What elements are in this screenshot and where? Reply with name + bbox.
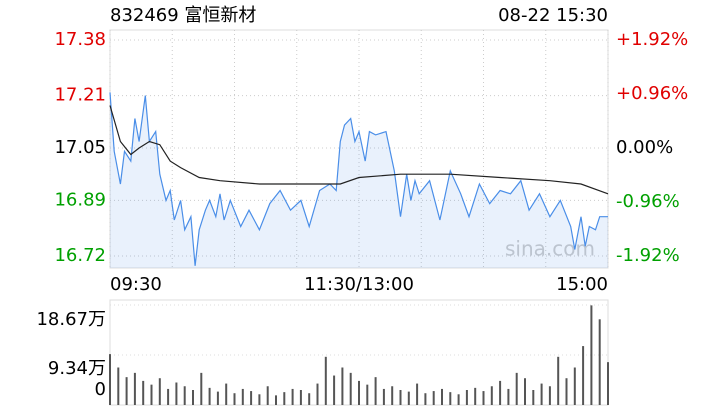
y-tick-label: 16.72: [54, 245, 106, 266]
volume-bar: [241, 388, 244, 405]
volume-bar: [366, 384, 369, 405]
volume-bar: [158, 378, 161, 405]
y-tick-label: 16.89: [54, 189, 106, 210]
volume-bar: [598, 319, 601, 405]
x-tick-label: 11:30/13:00: [304, 274, 414, 295]
volume-bar: [565, 378, 568, 405]
average-line: [109, 105, 609, 195]
volume-bar: [192, 390, 194, 405]
volume-bar: [142, 380, 145, 405]
volume-bar: [316, 383, 319, 405]
volume-bar: [216, 391, 219, 405]
volume-bar: [474, 387, 477, 405]
volume-bar: [407, 391, 410, 405]
volume-bar: [465, 390, 468, 405]
price-area: [110, 92, 608, 269]
price-line: [109, 92, 608, 266]
volume-bar: [490, 386, 493, 405]
y-tick-label: 18.67万: [36, 309, 106, 330]
x-tick-label: 09:30: [110, 274, 162, 295]
volume-bar: [590, 305, 593, 405]
volume-bar: [341, 367, 344, 405]
volume-bar: [266, 386, 269, 405]
volume-bar: [532, 390, 535, 405]
volume-bar: [548, 386, 551, 405]
y2-tick-label: -1.92%: [616, 245, 680, 266]
volume-bar: [208, 387, 211, 405]
volume-bar: [225, 383, 228, 405]
volume-bar: [432, 391, 435, 405]
volume-bar: [125, 377, 128, 405]
y2-tick-label: 0.00%: [616, 137, 673, 158]
volume-bar: [324, 356, 327, 405]
volume-bar: [299, 390, 302, 405]
volume-bar: [150, 384, 153, 405]
volume-bar: [499, 380, 502, 405]
volume-bar: [233, 393, 236, 405]
volume-bar: [524, 378, 526, 405]
volume-bar: [573, 367, 576, 405]
y2-tick-label: +1.92%: [616, 29, 688, 50]
volume-bar: [358, 380, 360, 405]
volume-bar: [133, 372, 136, 405]
y2-tick-label: +0.96%: [616, 83, 688, 104]
volume-bar: [424, 393, 427, 405]
volume-bar: [349, 372, 352, 405]
volume-bar: [399, 390, 402, 405]
volume-bar: [333, 375, 336, 405]
volume-bar: [283, 392, 286, 405]
y-tick-label: 0: [95, 379, 106, 400]
volume-bar: [275, 395, 277, 405]
chart-title: 832469 富恒新材: [110, 5, 256, 26]
volume-bar: [109, 354, 111, 405]
x-tick-label: 15:00: [556, 274, 608, 295]
volume-bar: [117, 367, 120, 405]
volume-bar: [416, 383, 419, 405]
volume-bar: [258, 394, 261, 405]
volume-bar: [607, 362, 609, 405]
y2-tick-label: -0.96%: [616, 191, 680, 212]
volume-bar: [308, 393, 311, 405]
volume-bar: [482, 391, 485, 405]
volume-bar: [582, 346, 585, 405]
volume-bar: [391, 386, 394, 405]
volume-bar: [515, 372, 518, 405]
volume-bar: [382, 388, 385, 405]
volume-bar: [167, 388, 170, 405]
y-tick-label: 17.05: [54, 137, 106, 158]
volume-bar: [449, 392, 452, 405]
volume-bar: [200, 372, 203, 405]
volume-bar: [457, 394, 460, 405]
volume-bar: [374, 377, 377, 405]
y-tick-label: 17.21: [54, 85, 106, 106]
volume-bar: [507, 388, 510, 405]
volume-bar: [183, 386, 186, 405]
y-tick-label: 17.38: [54, 29, 106, 50]
y-tick-label: 9.34万: [48, 358, 106, 379]
volume-bar: [291, 388, 294, 405]
volume-bar: [540, 383, 543, 405]
volume-bar: [250, 391, 253, 405]
chart-subtitle: 08-22 15:30: [498, 5, 608, 26]
volume-bar: [175, 382, 178, 405]
volume-bar: [557, 356, 560, 405]
volume-bar: [441, 388, 443, 405]
